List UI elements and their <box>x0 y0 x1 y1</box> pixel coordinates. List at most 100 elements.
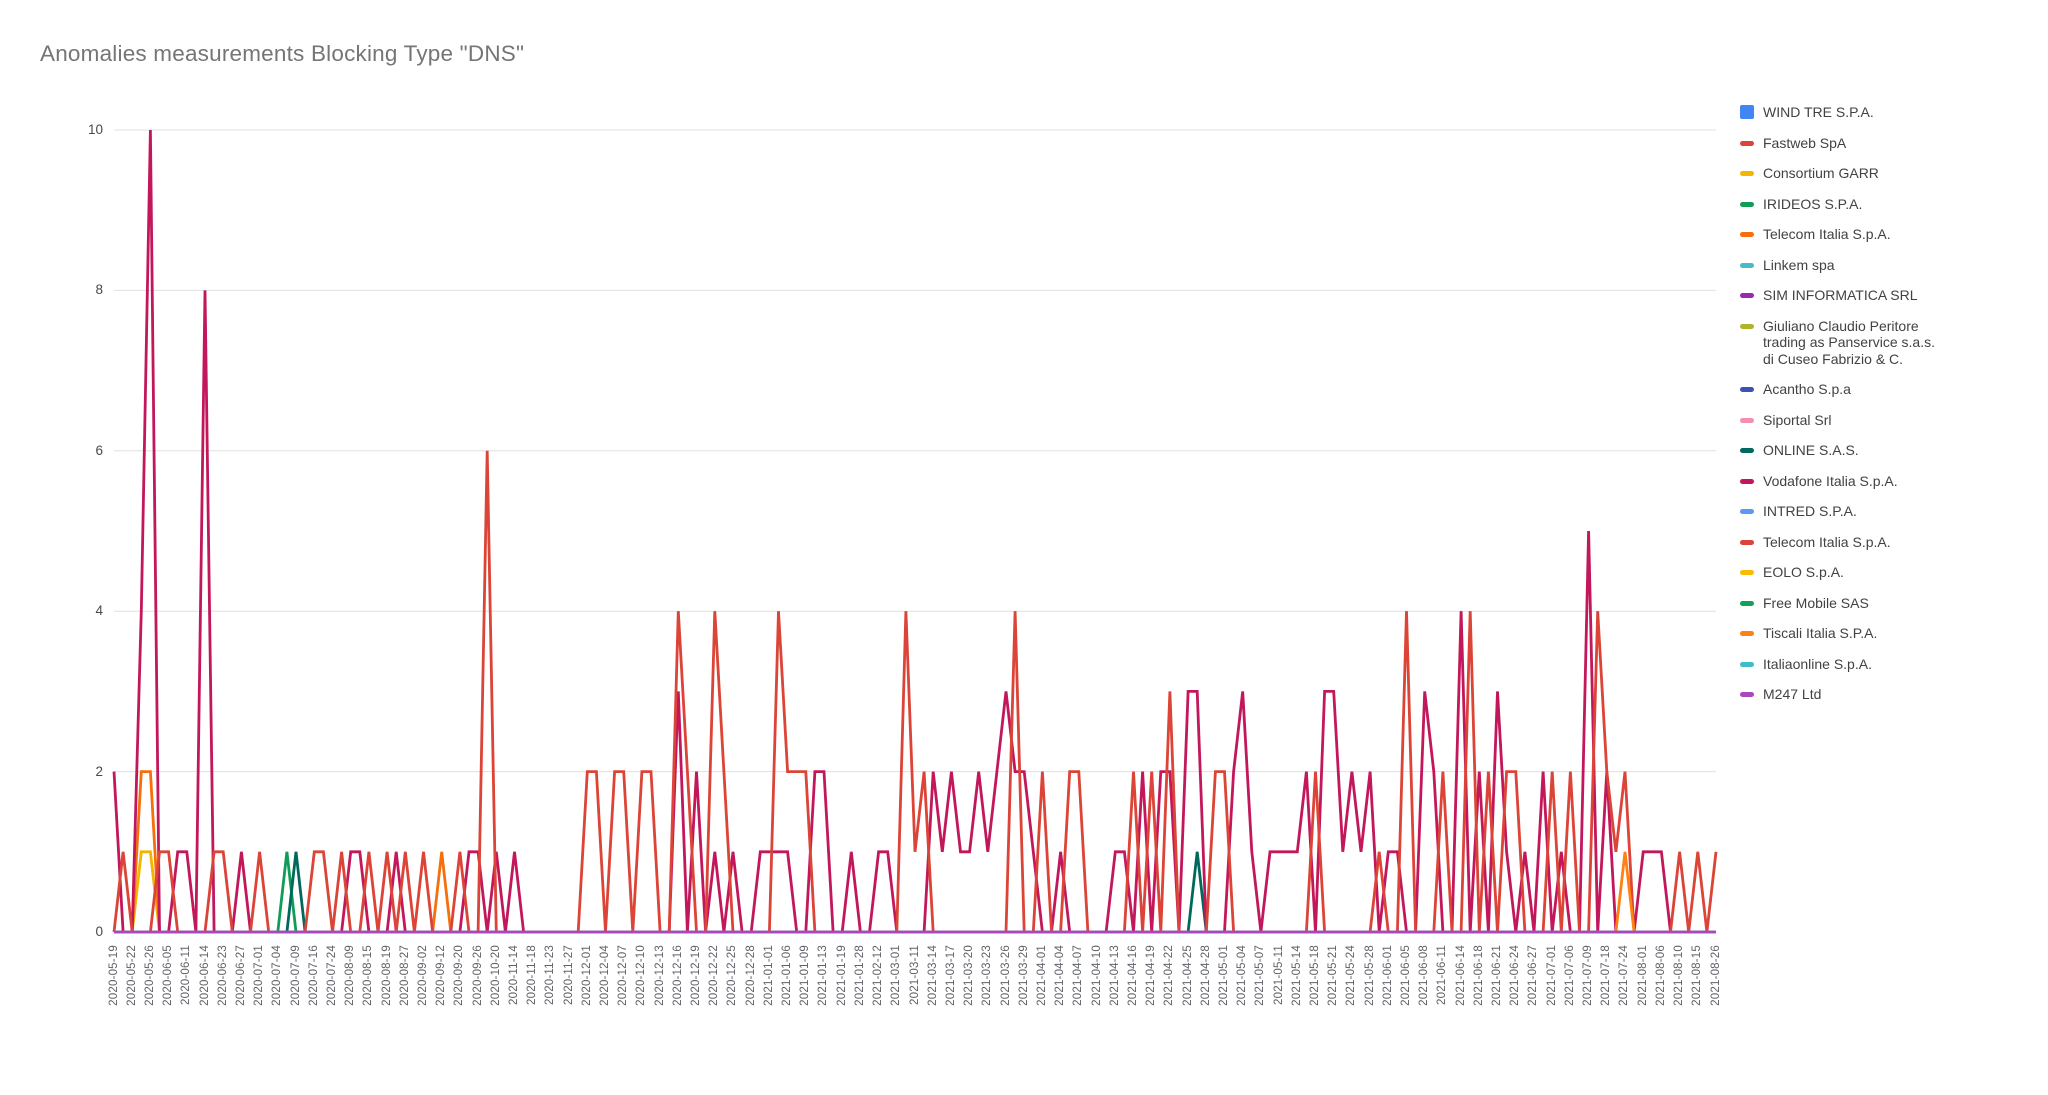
legend-swatch-icon <box>1740 631 1754 636</box>
legend-item-5: Linkem spa <box>1740 257 2040 274</box>
legend-label: Fastweb SpA <box>1763 134 1847 151</box>
legend-item-18: M247 Ltd <box>1740 686 2040 703</box>
x-tick-label-text: 2020-08-15 <box>362 945 375 1006</box>
x-tick-label-text: 2020-06-05 <box>162 945 175 1006</box>
x-tick-label-text: 2021-03-11 <box>908 945 921 1005</box>
legend-item-9: Siportal Srl <box>1740 412 2040 429</box>
x-tick-label-text: 2020-11-23 <box>544 945 557 1005</box>
x-tick-label-text: 2020-11-27 <box>562 945 575 1005</box>
legend-item-2: Consortium GARR <box>1740 165 2040 182</box>
x-tick-label-text: 2021-07-18 <box>1600 945 1613 1006</box>
legend-label: SIM INFORMATICA SRL <box>1763 287 1918 303</box>
legend-swatch-icon <box>1740 570 1754 575</box>
x-tick-label-text: 2020-08-19 <box>380 945 393 1006</box>
x-tick-label-text: 2021-01-28 <box>853 945 866 1006</box>
x-tick-label-text: 2021-05-18 <box>1309 945 1321 1006</box>
legend-item-8: Acantho S.p.a <box>1740 381 2040 398</box>
legend-item-16: Tiscali Italia S.P.A. <box>1740 625 2040 642</box>
x-tick-label-text: 2020-05-26 <box>143 945 156 1006</box>
x-tick-label-text: 2021-04-25 <box>1181 945 1194 1006</box>
x-tick-label-text: 2020-06-11 <box>180 945 193 1005</box>
legend-swatch-icon <box>1740 262 1754 268</box>
x-tick-label-text: 2021-04-16 <box>1126 945 1139 1006</box>
x-tick-label-text: 2020-11-18 <box>526 945 539 1005</box>
x-tick-label-text: 2021-04-28 <box>1199 945 1212 1006</box>
x-tick-label-text: 2021-05-07 <box>1254 945 1267 1006</box>
legend-label: Telecom Italia S.p.A. <box>1763 226 1891 242</box>
x-tick-label-text: 2021-04-01 <box>1035 945 1048 1006</box>
x-tick-label-text: 2020-07-01 <box>253 945 266 1006</box>
x-tick-label-text: 2021-06-08 <box>1418 945 1431 1006</box>
legend-swatch-icon <box>1740 387 1754 392</box>
x-tick-label-text: 2021-06-27 <box>1527 945 1540 1006</box>
x-tick-label-text: 2021-03-01 <box>890 945 903 1006</box>
x-tick-label-text: 2021-07-09 <box>1582 945 1595 1006</box>
x-tick-label-text: 2020-12-01 <box>580 945 593 1006</box>
legend-swatch-icon <box>1740 323 1754 329</box>
legend-item-14: EOLO S.p.A. <box>1740 564 2040 581</box>
x-tick-label-text: 2021-05-24 <box>1345 945 1358 1006</box>
y-tick-label-2: 2 <box>95 763 103 779</box>
legend-item-15: Free Mobile SAS <box>1740 595 2040 612</box>
x-tick-label-text: 2021-01-06 <box>781 945 794 1006</box>
x-tick-label-text: 2021-03-14 <box>926 945 939 1006</box>
x-tick-label-text: 2021-04-07 <box>1072 945 1085 1006</box>
x-tick-label-text: 2020-08-27 <box>398 945 411 1006</box>
x-tick-label-text: 2020-12-04 <box>599 945 612 1006</box>
legend-item-3: IRIDEOS S.P.A. <box>1740 196 2040 213</box>
x-tick-label: 2021-08-26 <box>1710 941 1771 1006</box>
x-tick-label-text: 2020-12-16 <box>671 945 684 1006</box>
legend-item-11: Vodafone Italia S.p.A. <box>1740 473 2040 490</box>
x-tick-label-text: 2021-03-20 <box>963 945 976 1006</box>
legend-swatch-icon <box>1740 692 1754 697</box>
legend-label: Giuliano Claudio Peritore trading as Pan… <box>1763 317 1935 367</box>
x-tick-label-text: 2021-07-06 <box>1563 945 1576 1006</box>
x-tick-label-text: 2021-02-12 <box>872 945 885 1006</box>
x-tick-label-text: 2021-06-14 <box>1454 945 1467 1006</box>
x-tick-label-text: 2020-08-09 <box>344 945 357 1006</box>
x-tick-label-text: 2020-06-23 <box>216 945 229 1006</box>
x-tick-label-text: 2021-01-19 <box>835 945 848 1006</box>
series-line-10 <box>114 851 1716 934</box>
x-tick-label-text: 2021-03-23 <box>981 945 994 1006</box>
x-tick-label-text: 2021-05-01 <box>1217 945 1230 1006</box>
x-tick-label-text: 2021-06-24 <box>1509 945 1522 1006</box>
legend: WIND TRE S.P.A. Fastweb SpA Consortium GAR… <box>1740 104 2040 717</box>
legend-label: Linkem spa <box>1763 256 1835 273</box>
legend-label: M247 Ltd <box>1763 686 1822 702</box>
x-tick-label-text: 2020-12-28 <box>744 945 757 1006</box>
x-tick-label-text: 2021-04-22 <box>1163 945 1176 1006</box>
legend-label: Acantho S.p.a <box>1763 381 1851 397</box>
x-tick-label-text: 2021-05-21 <box>1327 945 1340 1006</box>
y-tick-label-10: 10 <box>87 122 103 137</box>
y-tick-label-8: 8 <box>95 282 103 298</box>
x-tick-label-text: 2021-03-29 <box>1017 945 1030 1006</box>
legend-label: WIND TRE S.P.A. <box>1763 104 1874 120</box>
legend-label: Italiaonline S.p.A. <box>1763 655 1872 672</box>
legend-label: Vodafone Italia S.p.A. <box>1763 472 1898 489</box>
x-tick-label-text: 2021-04-13 <box>1108 945 1121 1006</box>
legend-label: INTRED S.P.A. <box>1763 503 1857 519</box>
legend-label: ONLINE S.A.S. <box>1763 442 1859 458</box>
x-tick-label-text: 2021-03-26 <box>999 945 1012 1006</box>
legend-item-7: Giuliano Claudio Peritore trading as Pan… <box>1740 318 2040 368</box>
x-tick-label-text: 2020-09-20 <box>453 945 466 1006</box>
x-tick-label-text: 2020-12-07 <box>617 945 630 1006</box>
legend-item-1: Fastweb SpA <box>1740 135 2040 152</box>
x-tick-label-text: 2020-12-13 <box>653 945 666 1006</box>
x-tick-label-text: 2020-12-25 <box>726 945 739 1006</box>
x-tick-label-text: 2021-04-10 <box>1090 945 1103 1006</box>
y-tick-label-6: 6 <box>95 442 103 458</box>
x-tick-label-text: 2020-09-26 <box>471 945 484 1006</box>
x-tick-label-text: 2020-07-04 <box>271 945 284 1006</box>
y-tick-label-0: 0 <box>95 924 103 939</box>
series-line-13 <box>112 450 1718 934</box>
x-tick-label-text: 2021-06-05 <box>1400 945 1413 1006</box>
legend-swatch-icon <box>1740 140 1754 146</box>
legend-label: Consortium GARR <box>1763 165 1879 181</box>
legend-swatch-icon <box>1740 600 1754 606</box>
legend-label: Siportal Srl <box>1763 411 1832 428</box>
series-line-3 <box>114 851 1716 934</box>
legend-swatch-icon <box>1740 417 1754 423</box>
